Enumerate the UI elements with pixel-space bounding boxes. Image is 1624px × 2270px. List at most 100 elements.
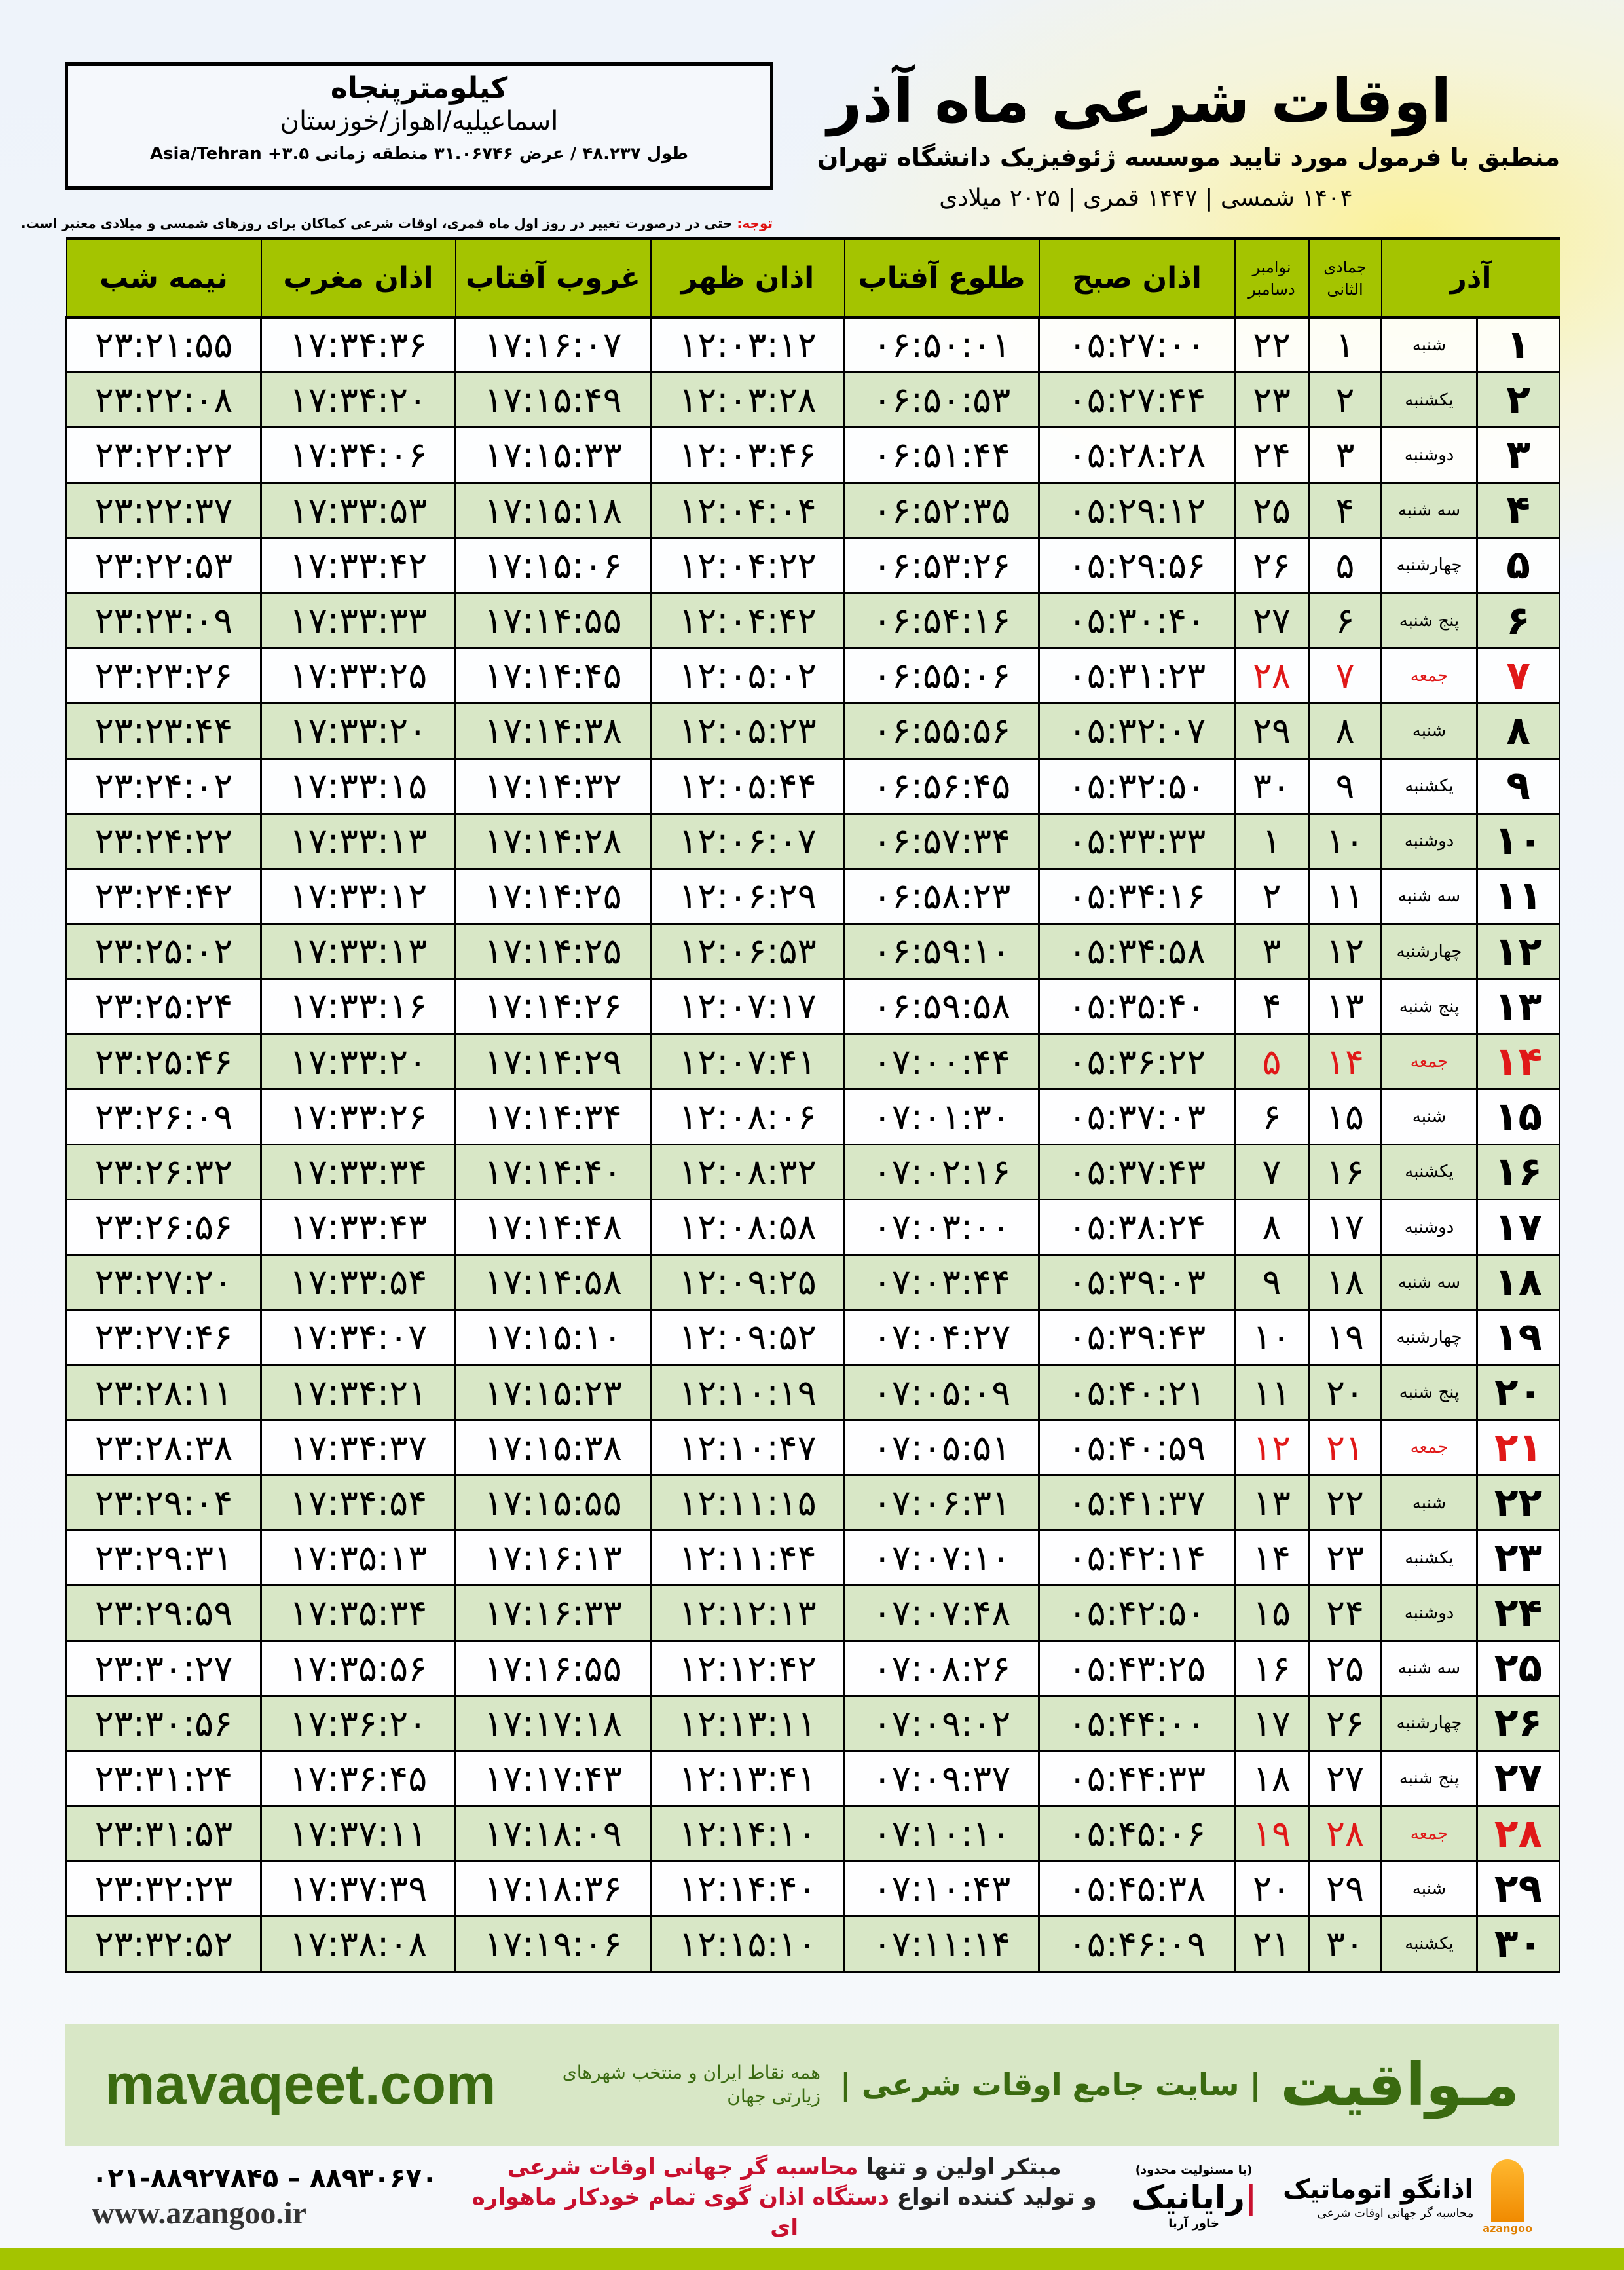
time-tolu: ۰۶:۵۵:۰۶: [843, 647, 1040, 705]
time-tolu: ۰۷:۰۸:۲۶: [843, 1639, 1040, 1697]
time-zohr: ۱۲:۱۳:۱۱: [650, 1694, 845, 1752]
header-hijri: جمادی الثانی: [1308, 237, 1382, 319]
time-sobh: ۰۵:۳۷:۰۳: [1038, 1088, 1236, 1145]
time-tolu: ۰۷:۰۵:۰۹: [843, 1364, 1040, 1421]
day-hijri: ۱۸: [1308, 1254, 1382, 1311]
time-tolu: ۰۷:۱۰:۴۳: [843, 1860, 1040, 1918]
time-maghrib: ۱۷:۳۴:۰۷: [260, 1309, 456, 1366]
time-nimeh: ۲۳:۳۱:۲۴: [65, 1749, 262, 1808]
time-zohr: ۱۲:۰۹:۵۲: [650, 1309, 845, 1366]
time-zohr: ۱۲:۱۴:۱۰: [650, 1805, 845, 1863]
note-text: حتی در درصورت تغییر در روز اول ماه قمری،…: [21, 215, 737, 231]
promo-line1a: مبتکر اولین و تنها: [858, 2154, 1061, 2180]
time-sobh: ۰۵:۳۸:۲۴: [1038, 1198, 1236, 1256]
time-tolu: ۰۷:۰۳:۴۴: [843, 1254, 1040, 1311]
day-hijri: ۲۶: [1308, 1694, 1382, 1752]
header-zohr: اذان ظهر: [650, 237, 845, 319]
time-nimeh: ۲۳:۲۵:۲۴: [65, 978, 262, 1035]
azangoo-link[interactable]: www.azangoo.ir: [92, 2196, 306, 2231]
time-maghrib: ۱۷:۳۳:۲۵: [260, 647, 456, 705]
time-sobh: ۰۵:۲۸:۲۸: [1038, 426, 1236, 484]
weekday: سه شنبه: [1380, 481, 1478, 539]
prayer-times-table: آذر جمادی الثانی نوامبر دسامبر اذان صبح ط…: [65, 237, 1560, 1973]
time-maghrib: ۱۷:۳۴:۲۰: [260, 371, 456, 429]
brand-slogan: | سایت جامع اوقات شرعی |: [840, 2067, 1261, 2102]
table-row: ۱۳ پنج شنبه ۱۳ ۴ ۰۵:۳۵:۴۰ ۰۶:۵۹:۵۸ ۱۲:۰۷:۱۷ ۱۷:…: [65, 978, 1560, 1035]
day-shamsi: ۱۴: [1476, 1033, 1560, 1090]
day-miladi: ۹: [1234, 1254, 1310, 1311]
time-ghorub: ۱۷:۱۴:۳۲: [454, 757, 652, 815]
azangoo-sub: محاسبه گر جهانی اوقات شرعی: [1317, 2206, 1474, 2220]
time-maghrib: ۱۷:۳۴:۳۷: [260, 1419, 456, 1476]
day-shamsi: ۲۰: [1476, 1364, 1560, 1421]
time-tolu: ۰۶:۵۰:۰۱: [843, 316, 1040, 374]
time-zohr: ۱۲:۰۳:۲۸: [650, 371, 845, 429]
time-maghrib: ۱۷:۳۵:۵۶: [260, 1639, 456, 1697]
day-miladi: ۱۴: [1234, 1529, 1310, 1587]
weekday: یکشنبه: [1380, 1143, 1478, 1201]
time-maghrib: ۱۷:۳۳:۲۰: [260, 702, 456, 760]
table-row: ۲۹ شنبه ۲۹ ۲۰ ۰۵:۴۵:۳۸ ۰۷:۱۰:۴۳ ۱۲:۱۴:۴۰ ۱۷:۱۸:…: [65, 1860, 1560, 1918]
weekday: سه شنبه: [1380, 1639, 1478, 1697]
time-zohr: ۱۲:۱۲:۱۳: [650, 1584, 845, 1642]
promo-line2a: و تولید کننده انواع: [889, 2184, 1097, 2210]
day-shamsi: ۱۷: [1476, 1198, 1560, 1256]
time-sobh: ۰۵:۴۳:۲۵: [1038, 1639, 1236, 1697]
time-nimeh: ۲۳:۲۳:۴۴: [65, 702, 262, 760]
table-row: ۲۱ جمعه ۲۱ ۱۲ ۰۵:۴۰:۵۹ ۰۷:۰۵:۵۱ ۱۲:۱۰:۴۷ ۱۷:۱۵:…: [65, 1419, 1560, 1476]
header-sobh: اذان صبح: [1038, 237, 1235, 319]
time-zohr: ۱۲:۰۶:۰۷: [650, 812, 845, 870]
table-row: ۲۸ جمعه ۲۸ ۱۹ ۰۵:۴۵:۰۶ ۰۷:۱۰:۱۰ ۱۲:۱۴:۱۰ ۱۷:۱۸:…: [65, 1805, 1560, 1863]
time-sobh: ۰۵:۳۷:۴۳: [1038, 1143, 1236, 1201]
weekday: جمعه: [1380, 647, 1478, 705]
time-nimeh: ۲۳:۲۲:۵۳: [65, 536, 262, 594]
day-hijri: ۱۳: [1308, 978, 1382, 1035]
time-zohr: ۱۲:۰۴:۴۲: [650, 591, 845, 650]
table-row: ۶ پنج شنبه ۶ ۲۷ ۰۵:۳۰:۴۰ ۰۶:۵۴:۱۶ ۱۲:۰۴:۴۲ ۱۷:۱…: [65, 591, 1560, 650]
weekday: دوشنبه: [1380, 812, 1478, 870]
time-nimeh: ۲۳:۲۳:۲۶: [65, 647, 262, 705]
weekday: چهارشنبه: [1380, 923, 1478, 980]
location-box: کیلومترپنجاه اسماعیلیه/اهواز/خوزستان طول…: [65, 62, 773, 190]
time-ghorub: ۱۷:۱۴:۴۰: [454, 1143, 652, 1201]
time-zohr: ۱۲:۰۶:۲۹: [650, 867, 845, 925]
time-ghorub: ۱۷:۱۴:۳۴: [454, 1088, 652, 1145]
table-row: ۳ دوشنبه ۳ ۲۴ ۰۵:۲۸:۲۸ ۰۶:۵۱:۴۴ ۱۲:۰۳:۴۶ ۱۷:۱۵:…: [65, 426, 1560, 484]
time-maghrib: ۱۷:۳۳:۳۳: [260, 591, 456, 650]
website-link[interactable]: mavaqeet.com: [105, 2053, 496, 2116]
time-zohr: ۱۲:۰۸:۳۲: [650, 1143, 845, 1201]
time-tolu: ۰۷:۰۴:۲۷: [843, 1309, 1040, 1366]
page-subtitle: منطبق با فرمول مورد تایید موسسه ژئوفیزیک…: [817, 143, 1560, 172]
time-tolu: ۰۶:۵۶:۴۵: [843, 757, 1040, 815]
day-shamsi: ۱۲: [1476, 923, 1560, 980]
table-row: ۲ یکشنبه ۲ ۲۳ ۰۵:۲۷:۴۴ ۰۶:۵۰:۵۳ ۱۲:۰۳:۲۸ ۱۷:۱۵:…: [65, 371, 1560, 429]
time-nimeh: ۲۳:۲۸:۳۸: [65, 1419, 262, 1476]
weekday: چهارشنبه: [1380, 1694, 1478, 1752]
footer: ۰۲۱-۸۸۹۲۷۸۴۵ – ۸۸۹۳۰۶۷۰ www.azangoo.ir م…: [65, 2151, 1559, 2243]
azangoo-name: اذانگو اتوماتیک: [1283, 2174, 1474, 2205]
mosque-icon: [1491, 2159, 1524, 2222]
time-maghrib: ۱۷:۳۳:۵۴: [260, 1254, 456, 1311]
table-row: ۲۲ شنبه ۲۲ ۱۳ ۰۵:۴۱:۳۷ ۰۷:۰۶:۳۱ ۱۲:۱۱:۱۵ ۱۷:۱۵:…: [65, 1474, 1560, 1532]
time-ghorub: ۱۷:۱۵:۳۸: [454, 1419, 652, 1476]
day-miladi: ۲۸: [1234, 647, 1310, 705]
day-miladi: ۱۲: [1234, 1419, 1310, 1476]
day-hijri: ۱۲: [1308, 923, 1382, 980]
time-sobh: ۰۵:۳۵:۴۰: [1038, 978, 1236, 1035]
header-nimeh: نیمه شب: [65, 237, 261, 319]
time-nimeh: ۲۳:۲۷:۲۰: [65, 1254, 262, 1311]
day-miladi: ۸: [1234, 1198, 1310, 1256]
day-shamsi: ۸: [1476, 702, 1560, 760]
time-maghrib: ۱۷:۳۴:۳۶: [260, 316, 456, 374]
day-shamsi: ۱۸: [1476, 1254, 1560, 1311]
day-miladi: ۳: [1234, 923, 1310, 980]
weekday: چهارشنبه: [1380, 1309, 1478, 1366]
day-shamsi: ۱: [1476, 316, 1560, 374]
time-tolu: ۰۷:۰۳:۰۰: [843, 1198, 1040, 1256]
table-row: ۲۶ چهارشنبه ۲۶ ۱۷ ۰۵:۴۴:۰۰ ۰۷:۰۹:۰۲ ۱۲:۱۳:۱۱ ۱۷…: [65, 1694, 1560, 1752]
day-shamsi: ۱۵: [1476, 1088, 1560, 1145]
weekday: پنج شنبه: [1380, 1364, 1478, 1421]
day-miladi: ۲۵: [1234, 481, 1310, 539]
weekday: یکشنبه: [1380, 1529, 1478, 1587]
brand-name: مـواقیت: [1280, 2050, 1519, 2119]
